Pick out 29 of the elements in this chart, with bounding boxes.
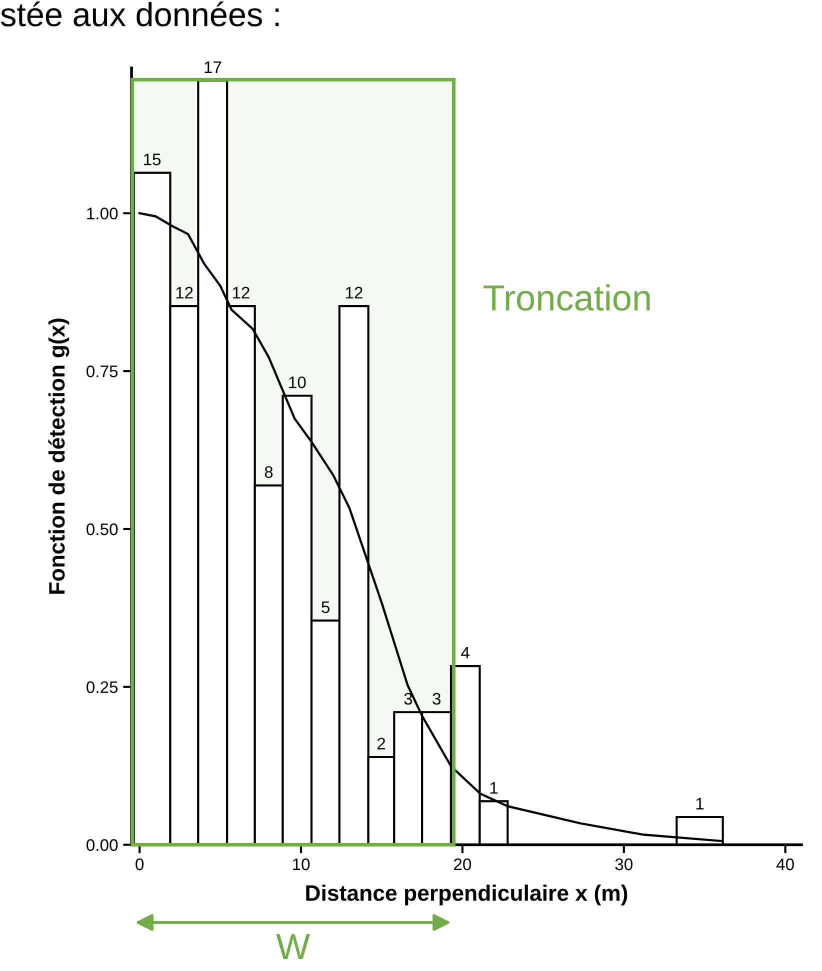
x-tick-label: 40	[776, 858, 794, 870]
y-tick-label: 1.00	[87, 208, 118, 220]
x-tick-label: 30	[615, 858, 632, 870]
x-tick-label: 0	[136, 858, 144, 870]
text: W	[276, 934, 310, 959]
chart-title: stée aux données :	[0, 2, 279, 26]
annotation: 17	[204, 62, 222, 73]
annotation: 4	[461, 646, 470, 658]
y-tick-label: 0.00	[86, 839, 118, 851]
x-tick-label: 10	[293, 858, 310, 870]
annotation: 1	[490, 782, 498, 794]
y-tick-label: 0.75	[86, 366, 118, 378]
x-axis-title: Distance perpendiculaire x (m)	[306, 884, 628, 906]
band-label: Troncation	[484, 284, 650, 311]
y-tick-label: 0.25	[86, 681, 118, 694]
annotation: 12	[346, 286, 362, 298]
annotation: 12	[176, 286, 193, 298]
annotation: 10	[289, 376, 306, 388]
annotation: 12	[232, 286, 250, 298]
annotation: 1	[696, 798, 704, 810]
annotation: 15	[144, 154, 161, 166]
y-axis-title: Fonction de détection g(x)	[48, 318, 70, 594]
annotation: 2	[377, 738, 386, 750]
annotation: 5	[322, 601, 330, 614]
annotation: 8	[264, 466, 273, 478]
annotation: 3	[432, 692, 441, 705]
annotation: 3	[404, 692, 412, 705]
x-tick-label: 20	[454, 858, 472, 870]
y-tick-label: 0.50	[86, 523, 118, 536]
